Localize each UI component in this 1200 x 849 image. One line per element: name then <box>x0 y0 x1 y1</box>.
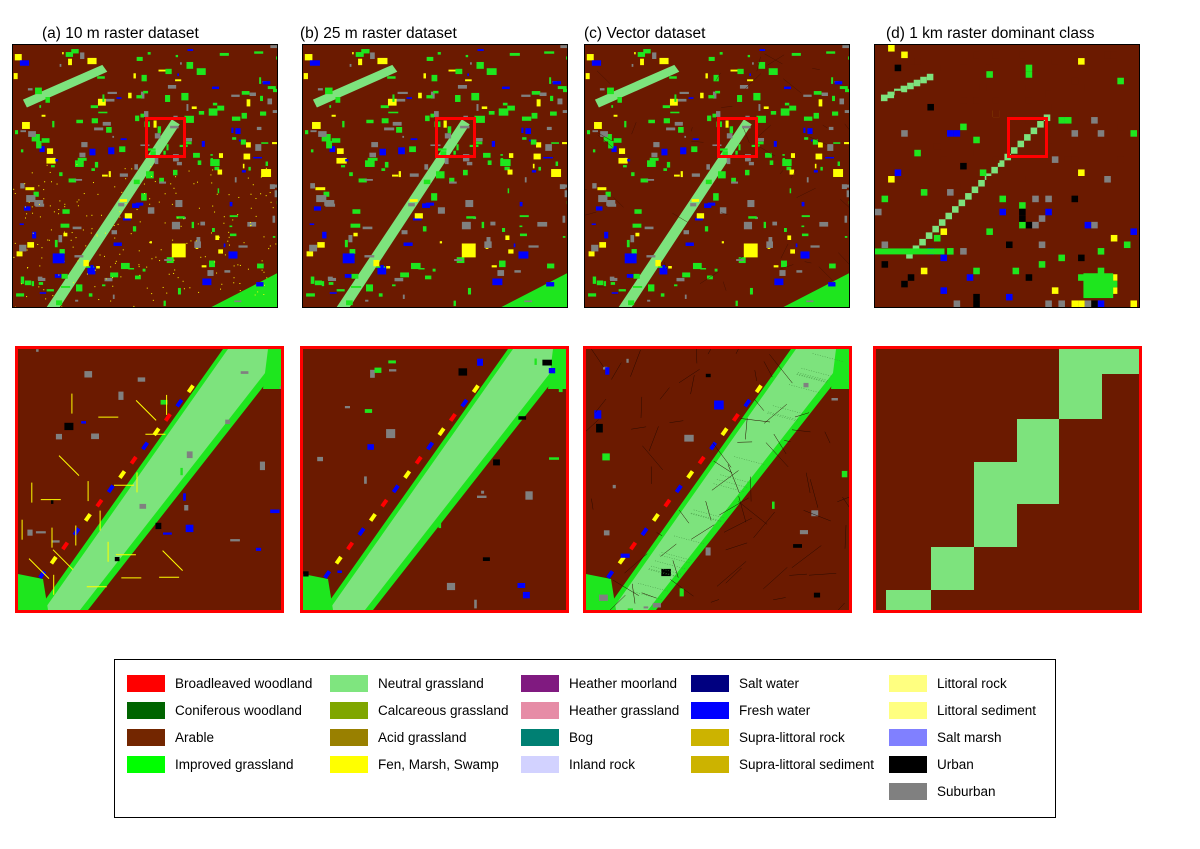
legend-swatch <box>889 783 927 800</box>
map-d-1km-raster <box>874 44 1140 308</box>
zoom-b-25m-raster <box>300 346 569 613</box>
legend-swatch <box>889 675 927 692</box>
zoom-locator-d <box>1007 117 1048 158</box>
legend-item: Heather grassland <box>521 702 679 719</box>
legend-swatch <box>330 729 368 746</box>
legend-swatch <box>330 675 368 692</box>
legend-label: Supra-littoral sediment <box>739 757 875 772</box>
panel-title-b: (b) 25 m raster dataset <box>300 25 457 42</box>
legend-item: Fen, Marsh, Swamp <box>330 756 499 773</box>
legend-item: Supra-littoral sediment <box>691 756 874 773</box>
panel-title-a: (a) 10 m raster dataset <box>42 25 199 42</box>
zoom-locator-b <box>435 117 476 158</box>
legend-swatch <box>127 702 165 719</box>
legend-label: Suburban <box>937 784 996 799</box>
legend-swatch <box>889 729 927 746</box>
legend-label: Salt marsh <box>937 730 1002 745</box>
map-d-svg <box>875 45 1139 307</box>
legend-label: Broadleaved woodland <box>175 676 313 691</box>
legend-swatch <box>691 675 729 692</box>
legend-item: Littoral rock <box>889 675 1007 692</box>
map-a-10m-raster <box>12 44 278 308</box>
legend-label: Fresh water <box>739 703 811 718</box>
legend-item: Urban <box>889 756 974 773</box>
zoom-locator-a <box>145 117 186 158</box>
legend-swatch <box>521 702 559 719</box>
legend-label: Acid grassland <box>378 730 467 745</box>
legend-item: Fresh water <box>691 702 810 719</box>
legend-label: Arable <box>175 730 215 745</box>
zoom-a-svg <box>18 349 281 610</box>
legend-item: Improved grassland <box>127 756 294 773</box>
legend-item: Arable <box>127 729 214 746</box>
map-b-25m-raster <box>302 44 568 308</box>
legend-item: Supra-littoral rock <box>691 729 845 746</box>
map-a-svg <box>13 45 277 307</box>
legend-label: Improved grassland <box>175 757 294 772</box>
panel-title-c: (c) Vector dataset <box>584 25 706 42</box>
zoom-locator-c <box>717 117 758 158</box>
legend-item: Inland rock <box>521 756 635 773</box>
legend-label: Calcareous grassland <box>378 703 509 718</box>
legend-label: Urban <box>937 757 974 772</box>
legend-item: Neutral grassland <box>330 675 484 692</box>
map-c-svg <box>585 45 849 307</box>
legend-label: Coniferous woodland <box>175 703 302 718</box>
legend-swatch <box>521 729 559 746</box>
legend-label: Littoral sediment <box>937 703 1037 718</box>
legend-label: Supra-littoral rock <box>739 730 845 745</box>
map-b-svg <box>303 45 567 307</box>
legend-swatch <box>521 675 559 692</box>
legend-item: Acid grassland <box>330 729 467 746</box>
legend-swatch <box>127 729 165 746</box>
legend-item: Salt water <box>691 675 799 692</box>
legend-item: Heather moorland <box>521 675 677 692</box>
legend-swatch <box>330 756 368 773</box>
legend-swatch <box>521 756 559 773</box>
zoom-b-svg <box>303 349 566 610</box>
legend-swatch <box>127 756 165 773</box>
zoom-a-10m-raster <box>15 346 284 613</box>
legend-label: Salt water <box>739 676 800 691</box>
panel-title-d: (d) 1 km raster dominant class <box>886 25 1095 42</box>
legend-swatch <box>330 702 368 719</box>
zoom-c-vector <box>583 346 852 613</box>
legend-label: Inland rock <box>569 757 636 772</box>
legend-label: Neutral grassland <box>378 676 484 691</box>
legend-swatch <box>691 729 729 746</box>
legend-item: Broadleaved woodland <box>127 675 312 692</box>
legend-item: Bog <box>521 729 593 746</box>
legend-label: Fen, Marsh, Swamp <box>378 757 499 772</box>
zoom-d-svg <box>876 349 1139 610</box>
map-c-vector <box>584 44 850 308</box>
legend-item: Calcareous grassland <box>330 702 509 719</box>
legend-swatch <box>691 702 729 719</box>
legend-swatch <box>691 756 729 773</box>
legend-swatch <box>127 675 165 692</box>
legend-label: Heather moorland <box>569 676 678 691</box>
legend: Broadleaved woodland Coniferous woodland A… <box>114 659 1056 818</box>
legend-item: Coniferous woodland <box>127 702 302 719</box>
legend-label: Littoral rock <box>937 676 1007 691</box>
zoom-d-1km-raster <box>873 346 1142 613</box>
legend-item: Suburban <box>889 783 996 800</box>
legend-swatch <box>889 756 927 773</box>
legend-label: Bog <box>569 730 594 745</box>
legend-swatch <box>889 702 927 719</box>
legend-item: Littoral sediment <box>889 702 1036 719</box>
zoom-c-svg <box>586 349 849 610</box>
legend-item: Salt marsh <box>889 729 1002 746</box>
legend-label: Heather grassland <box>569 703 680 718</box>
